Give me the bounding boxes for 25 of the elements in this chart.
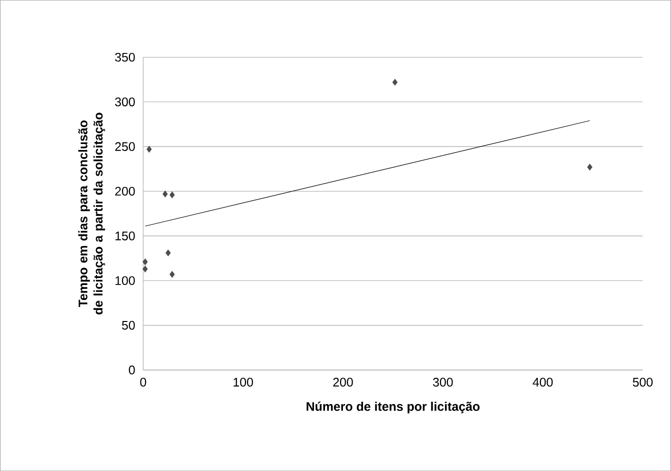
- x-tick-label: 400: [532, 378, 553, 387]
- point: [392, 78, 398, 86]
- point: [170, 270, 175, 278]
- point: [146, 146, 152, 153]
- point: [162, 190, 168, 198]
- point: [170, 191, 175, 198]
- point: [587, 164, 592, 170]
- x-tick-label: 100: [234, 378, 253, 387]
- y-tick-label: 100: [116, 276, 135, 285]
- y-tick-label: 0: [128, 365, 135, 374]
- point: [166, 250, 171, 256]
- y-tick-label: 300: [115, 97, 135, 106]
- y-axis-title: Tempo em dias para conclusão de licitação a partir da solicitação: [78, 112, 106, 314]
- x-tick-label: 500: [632, 378, 653, 387]
- x-axis-title: Número de itens por licitação: [306, 402, 480, 414]
- y-tick-label: 50: [122, 320, 135, 330]
- x-tick-label: 0: [140, 378, 146, 387]
- y-tick-label: 200: [115, 186, 135, 196]
- y-tick-label: 250: [115, 142, 135, 151]
- x-tick-label: 200: [333, 378, 353, 387]
- point: [142, 266, 148, 272]
- y-tick-label: 150: [116, 231, 135, 240]
- point: [142, 258, 148, 266]
- y-tick-label: 350: [115, 52, 135, 62]
- x-tick-label: 300: [433, 378, 453, 387]
